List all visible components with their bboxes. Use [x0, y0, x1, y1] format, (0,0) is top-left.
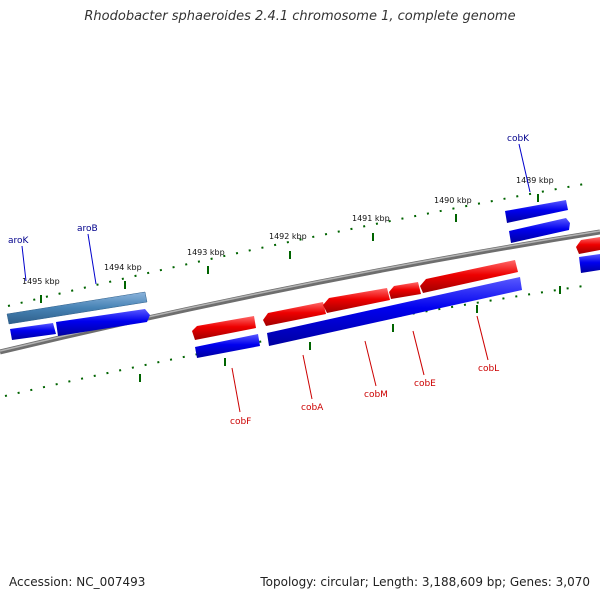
gene-label-cobA[interactable]: cobA — [301, 403, 324, 413]
gene-blue-cobF[interactable] — [195, 334, 260, 358]
leader-cobF — [231, 367, 241, 413]
gene-aroB-selected[interactable] — [6, 291, 148, 325]
map-title: Rhodobacter sphaeroides 2.4.1 chromosome… — [84, 9, 516, 24]
scale-label: 1489 kbp — [516, 176, 554, 185]
gene-label-aroK[interactable]: aroK — [8, 236, 30, 246]
accession-text: Accession: NC_007493 — [9, 575, 146, 589]
scale-label: 1492 kbp — [269, 232, 307, 241]
gene-cobE[interactable] — [389, 282, 421, 299]
leader-aroK — [21, 245, 27, 282]
gene-label-cobL[interactable]: cobL — [478, 364, 499, 374]
gene-label-cobM[interactable]: cobM — [364, 390, 388, 400]
scale-label: 1491 kbp — [352, 214, 390, 223]
scale-label: 1490 kbp — [434, 196, 472, 205]
gene-cobA[interactable] — [263, 302, 326, 326]
scale-ticks — [40, 194, 561, 382]
scale-label: 1493 kbp — [187, 248, 225, 257]
leader-cobK — [518, 143, 531, 193]
chromosome-backbone — [0, 229, 600, 355]
leader-cobA — [302, 354, 313, 400]
gene-aroK[interactable] — [10, 323, 56, 340]
leader-cobM — [364, 340, 377, 387]
gene-aroB[interactable] — [56, 309, 150, 336]
leader-cobE — [412, 330, 425, 376]
gene-label-aroB[interactable]: aroB — [77, 224, 98, 234]
gene-blue-edge[interactable] — [579, 254, 600, 273]
scale-label: 1495 kbp — [22, 277, 60, 286]
leader-cobL — [476, 315, 489, 361]
gene-cobF[interactable] — [192, 316, 256, 340]
scale-label: 1494 kbp — [104, 263, 142, 272]
gene-label-cobF[interactable]: cobF — [230, 417, 251, 427]
gene-blue-cob-cluster[interactable] — [267, 277, 522, 346]
gene-label-cobK[interactable]: cobK — [507, 134, 530, 144]
leader-aroB — [87, 233, 97, 285]
gene-label-cobE[interactable]: cobE — [414, 379, 436, 389]
genome-summary: Topology: circular; Length: 3,188,609 bp… — [260, 575, 590, 589]
gene-cobL[interactable] — [420, 260, 518, 293]
gene-red-edge[interactable] — [576, 237, 600, 254]
gene-cobK[interactable] — [505, 200, 568, 223]
gene-cobM[interactable] — [323, 288, 390, 313]
gene-cobK-2[interactable] — [509, 218, 570, 243]
